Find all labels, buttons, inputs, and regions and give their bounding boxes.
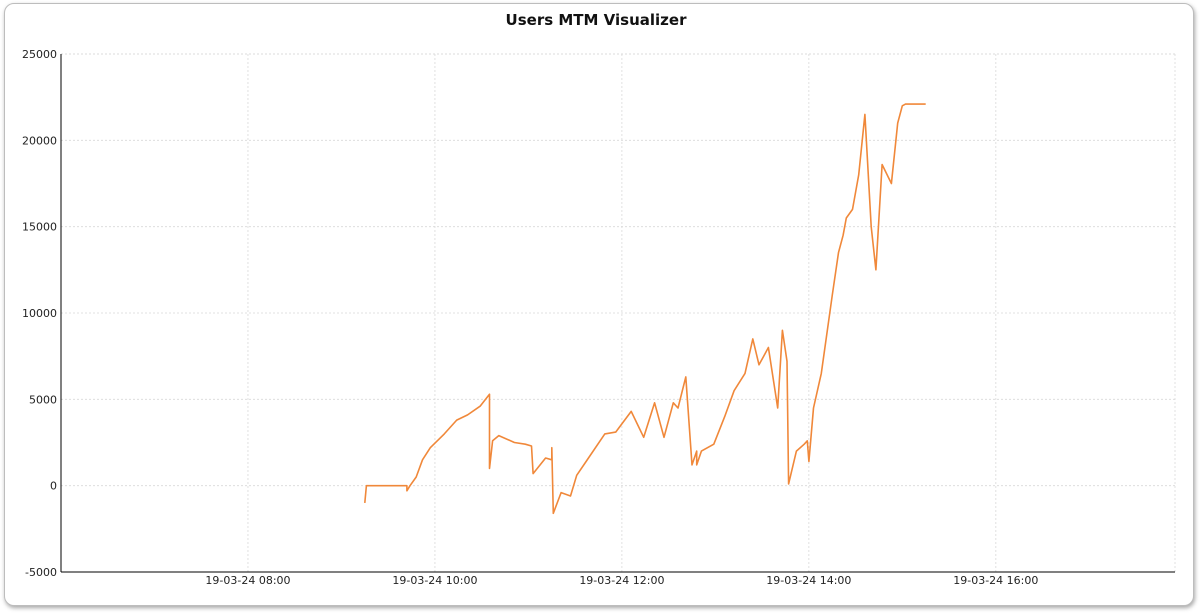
x-tick-label: 19-03-24 14:00 [766, 574, 851, 587]
x-tick-label: 19-03-24 10:00 [392, 574, 477, 587]
axes [60, 54, 1175, 573]
x-tick-label: 19-03-24 16:00 [953, 574, 1038, 587]
series-layer [364, 103, 926, 515]
y-tick-label: -5000 [25, 566, 57, 579]
y-tick-label: 15000 [22, 221, 57, 234]
series-line [364, 103, 926, 515]
y-tick-label: 25000 [22, 48, 57, 61]
y-tick-label: 10000 [22, 307, 57, 320]
gridlines [61, 53, 1176, 572]
y-tick-label: 5000 [29, 393, 57, 406]
tick-labels: -5000 0 5000 10000 15000 20000 25000 19-03-24 0… [22, 48, 1038, 587]
chart-title: Users MTM Visualizer [505, 11, 687, 29]
y-tick-label: 20000 [22, 134, 57, 147]
y-tick-label: 0 [50, 480, 57, 493]
x-tick-label: 19-03-24 08:00 [205, 574, 290, 587]
x-tick-label: 19-03-24 12:00 [579, 574, 664, 587]
